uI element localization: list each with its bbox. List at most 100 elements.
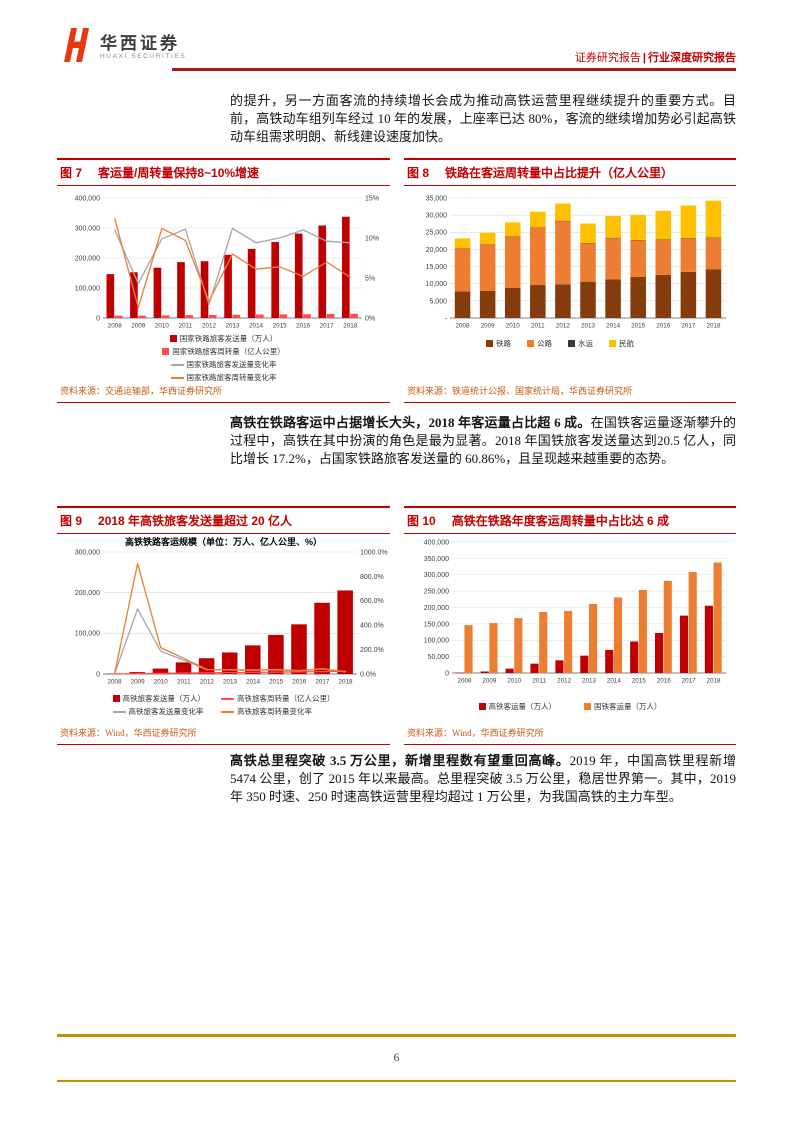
svg-text:2014: 2014	[249, 323, 264, 330]
legend-label: 高铁旅客周转量（亿人公里）	[237, 694, 335, 703]
logo-company-name: 华西证券	[100, 33, 180, 53]
fig8-source: 资料来源：铁道统计公报、国家统计局，华西证券研究所	[404, 384, 736, 403]
svg-text:600.0%: 600.0%	[360, 598, 384, 605]
svg-text:2018: 2018	[707, 678, 722, 685]
report-type-left: 证券研究报告	[574, 52, 641, 64]
svg-text:2011: 2011	[532, 678, 546, 685]
svg-text:200.0%: 200.0%	[360, 647, 384, 654]
fig8-label: 图 8	[407, 166, 430, 180]
svg-text:0%: 0%	[365, 315, 375, 322]
fig9-title-text: 2018 年高铁旅客发送量超过 20 亿人	[98, 514, 293, 528]
svg-text:2009: 2009	[482, 678, 497, 685]
fig10-chart: 0 50,000 100,000 150,000 200,000 250,000 300,0…	[424, 539, 726, 685]
legend-square-marker	[478, 703, 486, 710]
legend-label: 国家铁路旅客发送量变化率	[186, 360, 277, 369]
fig10-title-text: 高铁在铁路年度客运周转量中占比达 6 成	[451, 514, 670, 528]
legend-label: 民航	[619, 339, 634, 348]
legend-label: 高铁旅客周转量变化率	[237, 707, 312, 716]
svg-text:100,000: 100,000	[75, 631, 100, 638]
legend-item: 国家铁路旅客发送量变化率	[170, 359, 277, 370]
svg-text:0: 0	[445, 670, 449, 677]
svg-text:200,000: 200,000	[424, 605, 449, 612]
svg-text:2010: 2010	[154, 679, 169, 686]
fig8-chart: - 5,000 10,000 15,000 20,000 25,000 30,000 35,0…	[426, 195, 726, 330]
svg-text:0: 0	[96, 315, 100, 322]
legend-item: 水运	[568, 338, 593, 349]
legend-label: 高铁旅客发送量（万人）	[122, 694, 206, 703]
svg-text:2012: 2012	[200, 679, 215, 686]
fig8-title: 图 8 铁路在客运周转量中占比提升（亿人公里）	[404, 158, 736, 186]
svg-text:2014: 2014	[607, 678, 622, 685]
fig7-title: 图 7 客运量/周转量保持8~10%增速	[57, 158, 390, 186]
fig7-legend: 国家铁路旅客发送量（万人） 国家铁路旅客周转量（亿人公里） 国家铁路旅客发送量变化率…	[57, 333, 390, 383]
fig8-title-text: 铁路在客运周转量中占比提升（亿人公里）	[445, 166, 674, 180]
svg-text:2016: 2016	[292, 679, 307, 686]
svg-text:2014: 2014	[246, 679, 261, 686]
svg-text:10,000: 10,000	[426, 281, 448, 288]
fig9-source: 资料来源：Wind，华西证券研究所	[57, 726, 390, 745]
fig7-label: 图 7	[60, 166, 83, 180]
fig7-source: 资料来源：交通运输部，华西证券研究所	[57, 384, 390, 403]
legend-item: 民航	[609, 338, 634, 349]
legend-label: 国家铁路旅客发送量（万人）	[179, 334, 278, 343]
svg-text:2017: 2017	[320, 323, 335, 330]
fig9-inner-title: 高铁铁路客运规模（单位：万人、亿人公里、%）	[124, 537, 322, 547]
svg-text:2012: 2012	[556, 323, 571, 330]
fig9-legend: 高铁旅客发送量（万人） 高铁旅客周转量（亿人公里） 高铁旅客发送量变化率 高铁旅客周转…	[57, 693, 390, 717]
svg-text:2009: 2009	[131, 323, 146, 330]
footer-divider-top	[57, 1034, 736, 1037]
svg-text:150,000: 150,000	[424, 621, 449, 628]
svg-text:30,000: 30,000	[426, 213, 448, 220]
svg-text:2015: 2015	[632, 678, 647, 685]
legend-square-marker	[527, 340, 534, 347]
svg-text:2008: 2008	[108, 323, 123, 330]
legend-square-marker	[112, 695, 120, 702]
fig9-title: 图 9 2018 年高铁旅客发送量超过 20 亿人	[57, 506, 390, 534]
page-number: 6	[393, 1050, 400, 1064]
logo-company-name-en: HUAXI SECURITIES	[100, 52, 187, 60]
svg-text:25,000: 25,000	[426, 230, 448, 237]
svg-text:400.0%: 400.0%	[360, 623, 384, 630]
fig10-title: 图 10 高铁在铁路年度客运周转量中占比达 6 成	[404, 506, 736, 534]
svg-text:300,000: 300,000	[424, 572, 449, 579]
svg-text:2010: 2010	[155, 323, 170, 330]
paragraph-mileage-lead: 高铁总里程突破 3.5 万公里，新增里程数有望重回高峰。	[230, 753, 570, 768]
svg-text:2017: 2017	[315, 679, 330, 686]
fig10-label: 图 10	[407, 514, 436, 528]
fig8-legend: 铁路 公路 水运 民航	[486, 338, 658, 349]
svg-text:20,000: 20,000	[426, 247, 448, 254]
report-type-label: 证券研究报告 | 行业深度研究报告	[575, 49, 736, 65]
legend-item: 国家铁路旅客周转量变化率	[170, 372, 277, 383]
header-logo: 华西证券 HUAXI SECURITIES	[57, 26, 186, 69]
legend-square-marker	[486, 340, 493, 347]
svg-text:10%: 10%	[365, 235, 379, 242]
svg-text:2010: 2010	[507, 678, 522, 685]
legend-label: 国家铁路旅客周转量变化率	[186, 373, 277, 382]
legend-square-marker	[609, 340, 616, 347]
legend-label: 高铁旅客发送量变化率	[128, 707, 204, 716]
svg-text:2008: 2008	[457, 678, 472, 685]
svg-text:5,000: 5,000	[429, 298, 447, 305]
svg-text:2015: 2015	[273, 323, 288, 330]
svg-text:800.0%: 800.0%	[360, 574, 384, 581]
paragraph-highspeed-share: 高铁在铁路客运中占据增长大头，2018 年客运量占比超 6 成。在国铁客运量逐渐…	[230, 414, 736, 468]
legend-label: 公路	[537, 339, 552, 348]
legend-square-marker	[568, 340, 575, 347]
legend-item: 高铁旅客发送量（万人）	[112, 693, 206, 704]
svg-text:2018: 2018	[338, 679, 353, 686]
legend-line-marker	[112, 710, 126, 713]
svg-text:2015: 2015	[631, 323, 646, 330]
legend-label: 国铁客运量（万人）	[594, 702, 662, 711]
svg-text:15%: 15%	[365, 195, 379, 202]
svg-text:-: -	[445, 315, 448, 322]
legend-line-marker	[170, 376, 184, 379]
svg-text:2009: 2009	[131, 679, 146, 686]
svg-text:2016: 2016	[657, 678, 672, 685]
svg-text:2013: 2013	[581, 323, 596, 330]
legend-label: 国家铁路旅客周转量（亿人公里）	[172, 347, 285, 356]
svg-text:35,000: 35,000	[426, 195, 448, 202]
fig9-chart: 0 100,000 200,000 300,000 0.0% 200.0% 400.0% 60…	[75, 549, 388, 686]
fig7-title-text: 客运量/周转量保持8~10%增速	[98, 166, 260, 180]
legend-label: 水运	[578, 339, 593, 348]
svg-text:2018: 2018	[343, 323, 358, 330]
